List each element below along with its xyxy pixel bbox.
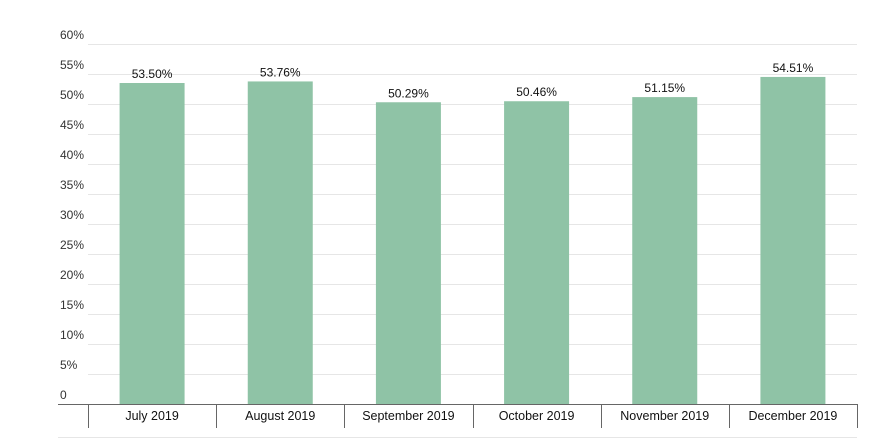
- x-tick-label: November 2019: [620, 409, 709, 423]
- bar: [632, 97, 698, 404]
- bar: [119, 83, 185, 404]
- bar-value-label: 53.50%: [132, 67, 173, 81]
- x-tick-label: September 2019: [362, 409, 454, 423]
- bar-value-label: 50.29%: [388, 86, 429, 100]
- y-tick-label: 45%: [60, 118, 84, 132]
- bar-value-label: 51.15%: [644, 81, 685, 95]
- bar-value-label: 53.76%: [260, 65, 301, 79]
- y-tick-label: 5%: [60, 358, 78, 372]
- y-tick-label: 30%: [60, 208, 84, 222]
- y-tick-label: 50%: [60, 88, 84, 102]
- y-tick-label: 35%: [60, 178, 84, 192]
- y-tick-label: 40%: [60, 148, 84, 162]
- y-tick-label: 20%: [60, 268, 84, 282]
- x-axis-tick-labels: July 2019 August 2019 September 2019 Octobe…: [125, 409, 837, 423]
- bar-value-label: 54.51%: [773, 61, 814, 75]
- x-axis: [58, 404, 858, 438]
- y-tick-label: 0: [60, 388, 67, 402]
- y-tick-label: 55%: [60, 58, 84, 72]
- bar-value-labels: 53.50% 53.76% 50.29% 50.46% 51.15% 54.51%: [132, 61, 814, 100]
- y-tick-label: 10%: [60, 328, 84, 342]
- bar: [760, 76, 826, 404]
- bar: [504, 101, 570, 405]
- y-tick-label: 25%: [60, 238, 84, 252]
- y-tick-label: 15%: [60, 298, 84, 312]
- x-tick-label: August 2019: [245, 409, 315, 423]
- y-axis-tick-labels: 0 5% 10% 15% 20% 25% 30% 35% 40% 45% 50% 55% 60%: [60, 28, 84, 402]
- x-tick-label: December 2019: [748, 409, 837, 423]
- gridlines: [88, 44, 857, 375]
- bars: [119, 76, 826, 405]
- x-tick-label: July 2019: [125, 409, 179, 423]
- bar-value-label: 50.46%: [516, 85, 557, 99]
- bar: [247, 81, 313, 404]
- y-tick-label: 60%: [60, 28, 84, 42]
- x-tick-label: October 2019: [499, 409, 575, 423]
- bar: [375, 102, 441, 404]
